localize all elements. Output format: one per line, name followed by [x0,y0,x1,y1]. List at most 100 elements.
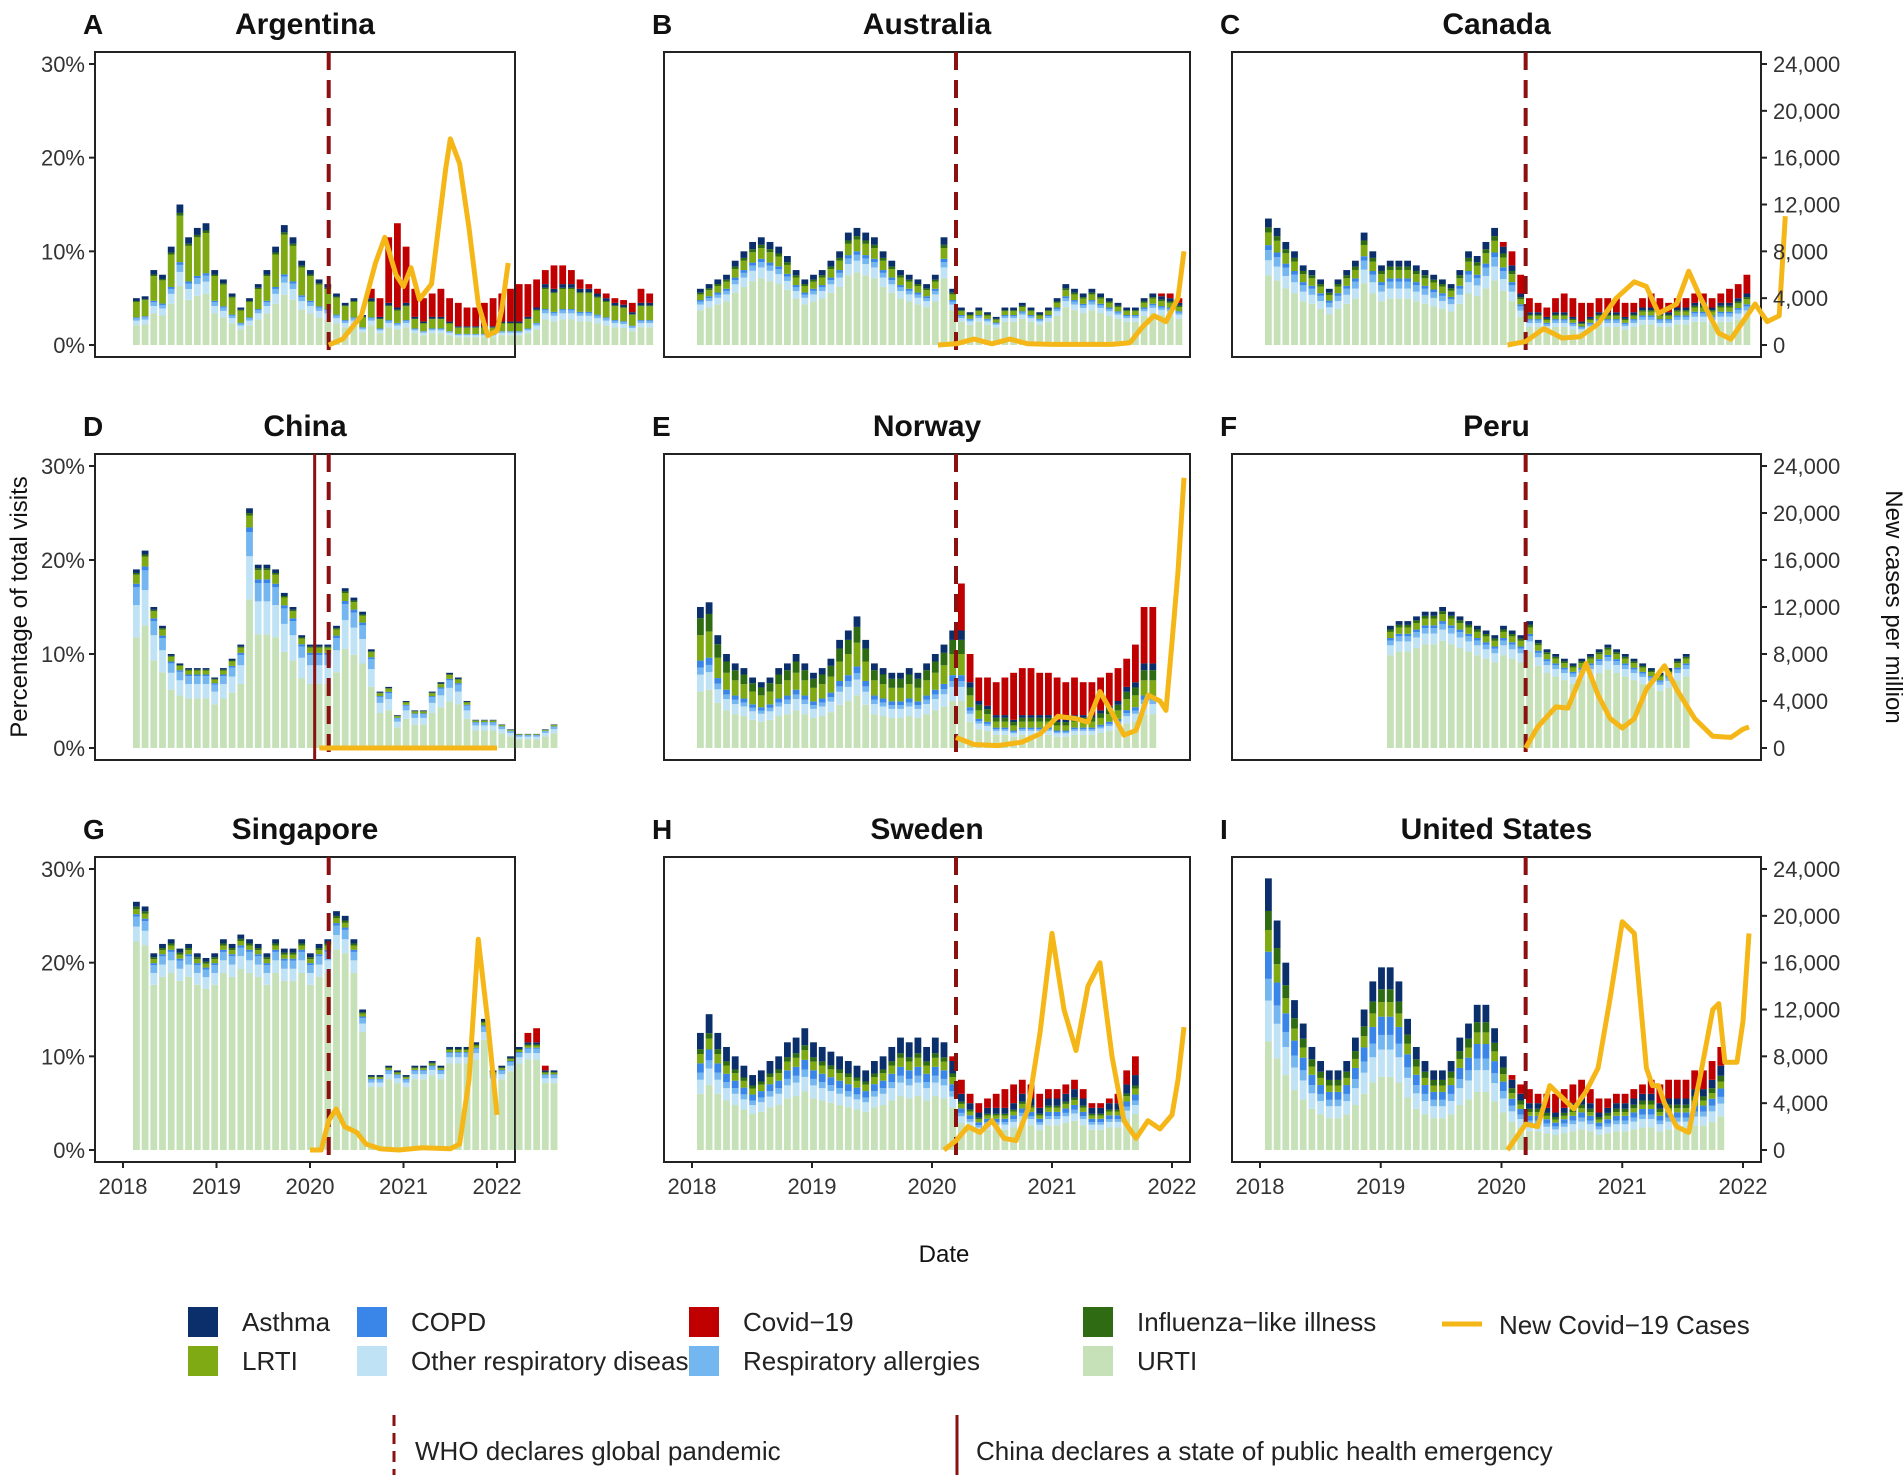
bar-segment-lrti [550,725,558,727]
bar-segment-urti [1621,329,1629,345]
bar-segment-asthma [585,288,593,293]
bar-segment-urti [428,1075,436,1150]
bar-segment-other [1282,275,1290,289]
bar-segment-other [307,665,314,684]
bar-segment-copd [844,1084,852,1092]
bar-segment-ili [1474,629,1481,632]
bar-segment-copd [1595,659,1603,662]
bar-segment-asthma [1079,715,1087,718]
bar-segment-copd [740,1087,748,1095]
bar-segment-urti [1508,301,1516,345]
bar-segment-other [1062,301,1070,308]
bar-segment-lrti [428,319,436,329]
bar-segment-urti [1639,1127,1646,1150]
bar-segment-covid [1630,1089,1638,1099]
bar-segment-other [1360,1072,1368,1094]
bar-segment-lrti [1395,269,1403,279]
bar-segment-asthma [359,1009,366,1013]
bar-segment-copd [1369,271,1377,275]
bar-segment-allergy [1691,313,1699,317]
bar-segment-ili [1317,1071,1324,1078]
bar-segment-asthma [1621,654,1629,657]
bar-segment-urti [280,980,288,1150]
x-tick-label: 2020 [1477,1174,1526,1199]
bar-segment-asthma [984,312,991,315]
bar-segment-asthma [489,326,497,328]
bar-segment-copd [1105,721,1113,724]
bar-segment-other [1569,676,1577,684]
bar-segment-urti [1473,296,1481,345]
bar-segment-ili [193,234,201,238]
bar-segment-urti [1508,658,1516,748]
bar-segment-urti [211,313,219,345]
bar-segment-lrti [141,300,149,317]
bar-segment-ili [810,678,817,688]
bar-segment-allergy [1456,288,1464,295]
bar-segment-asthma [1673,307,1681,311]
bar-segment-urti [1613,1131,1620,1150]
bar-segment-ili [897,678,904,688]
bar-segment-urti [1123,1118,1131,1150]
bar-segment-asthma [1491,227,1498,237]
bar-segment-copd [1586,1115,1594,1121]
bar-segment-other [757,713,765,722]
bar-segment-lrti [836,260,843,271]
right-tick-label: 20,000 [1773,904,1840,929]
right-tick-label: 0 [1773,333,1785,358]
bar-segment-urti [376,333,384,345]
bar-segment-urti [827,1102,835,1150]
bar-segment-allergy [1482,267,1490,276]
bar-segment-copd [420,1069,427,1071]
bar-segment-allergy [1604,320,1612,324]
bar-segment-allergy [220,676,227,685]
bar-segment-ili [1369,257,1377,262]
bar-segment-lrti [1395,1013,1403,1027]
bar-segment-lrti [359,1013,366,1017]
bar-segment-urti [1105,731,1113,748]
bar-segment-other [723,699,730,711]
bar-segment-allergy [1001,729,1009,731]
bar-segment-urti [1045,734,1052,748]
bar-segment-other [1412,1093,1420,1109]
bar-segment-asthma [1473,1004,1481,1023]
bar-segment-other [550,315,558,322]
bar-segment-other [1517,653,1525,663]
bar-segment-other [428,1069,436,1076]
bar-segment-covid [1586,302,1594,317]
legend-swatch [689,1346,719,1376]
bar-segment-other [1071,304,1078,311]
bar-segment-urti [481,730,488,748]
bar-segment-ili [1691,305,1699,308]
bar-segment-other [1656,684,1664,691]
right-tick-label: 8,000 [1773,642,1828,667]
bar-segment-urti [740,286,748,345]
bar-segment-allergy [784,276,791,281]
bar-segment-ili [766,249,774,253]
bar-segment-urti [498,335,506,345]
bar-segment-ili [420,1067,427,1069]
bar-segment-urti [411,1079,419,1150]
bar-segment-lrti [315,284,323,307]
bar-segment-allergy [1682,665,1690,670]
left-tick-label: 30% [41,857,85,882]
bar-segment-urti [394,727,401,748]
bar-segment-covid [1543,307,1551,317]
bar-segment-lrti [254,570,262,580]
bar-segment-copd [731,695,739,700]
bar-segment-lrti [307,276,314,301]
bar-segment-ili [1639,665,1647,668]
bar-segment-lrti [220,945,227,950]
bar-segment-ili [263,957,271,960]
bar-segment-allergy [1325,1099,1333,1107]
bar-segment-urti [385,710,393,748]
bar-segment-asthma [1045,715,1052,718]
bar-segment-ili [844,240,852,244]
bar-segment-urti [1526,651,1533,748]
bar-segment-other [263,601,271,635]
bar-segment-copd [1604,319,1612,321]
bar-segment-copd [1447,625,1455,629]
bar-segment-allergy [359,327,366,330]
bar-segment-asthma [879,668,887,675]
bar-segment-ili [1412,1059,1420,1067]
bar-segment-lrti [246,945,253,950]
